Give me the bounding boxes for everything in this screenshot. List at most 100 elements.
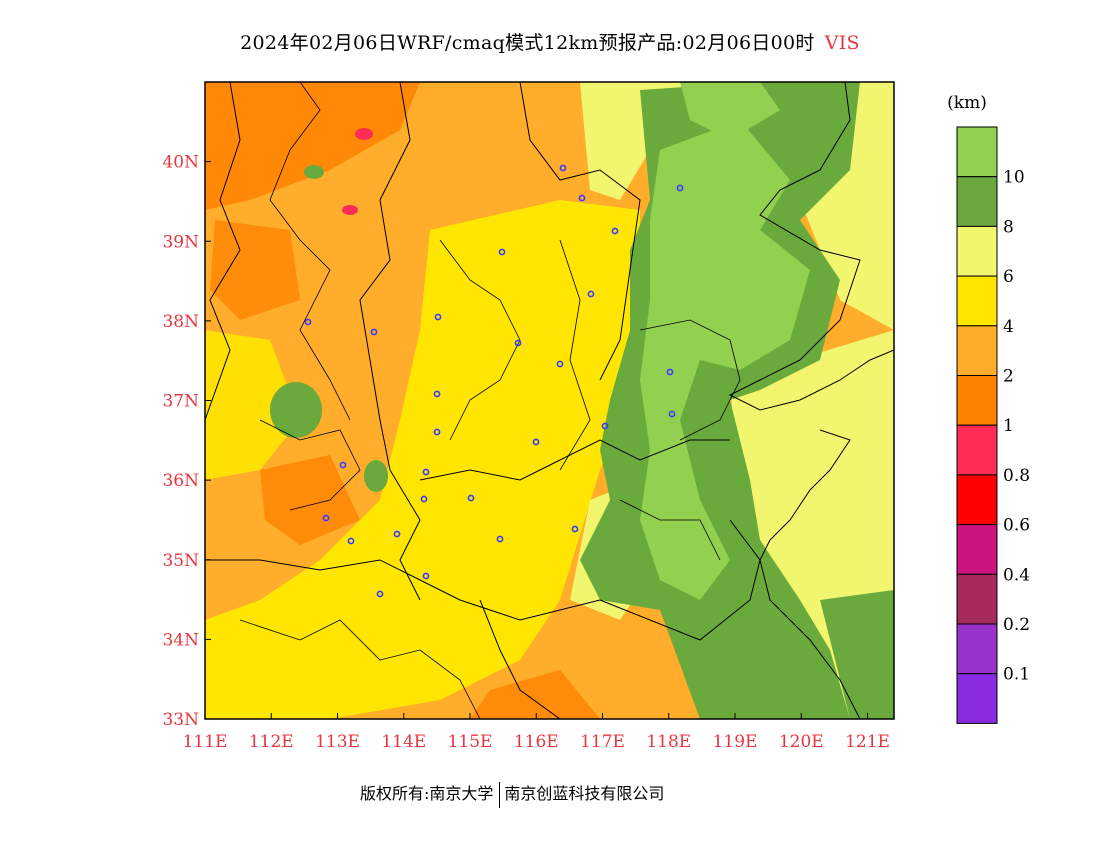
copyright-footer: 版权所有:南京大学 南京创蓝科技有限公司	[360, 780, 664, 808]
city-marker	[587, 290, 595, 298]
field-spot-8-10km	[270, 382, 322, 438]
colorbar-swatch	[956, 225, 998, 277]
chart-title: 2024年02月06日WRF/cmaq模式12km预报产品:02月06日00时 V…	[0, 28, 1100, 55]
colorbar: (km) 10 8 6 4 2 1 0.8 0.6 0.4 0.2 0.1	[947, 93, 1030, 724]
title-variable: VIS	[824, 32, 860, 54]
city-marker	[676, 184, 684, 192]
x-tick-label: 114E	[381, 732, 426, 752]
city-marker	[347, 537, 355, 545]
x-tick-label: 111E	[183, 732, 228, 752]
x-tick-label: 112E	[249, 732, 294, 752]
county-boundary	[239, 619, 481, 719]
city-marker	[393, 530, 401, 538]
province-boundary	[359, 82, 421, 601]
city-marker	[498, 248, 506, 256]
county-boundary	[269, 82, 351, 421]
city-marker	[433, 390, 441, 398]
field-spot-8-10km	[304, 165, 324, 179]
county-boundary	[259, 419, 361, 511]
colorbar-label: 4	[1003, 317, 1014, 337]
city-markers	[304, 164, 684, 598]
province-boundary	[479, 599, 561, 719]
footer-left: 版权所有:南京大学	[360, 784, 494, 803]
y-tick-label: 38N	[162, 312, 199, 332]
city-marker	[578, 194, 586, 202]
footer-right: 南京创蓝科技有限公司	[504, 784, 665, 803]
x-tick-label: 113E	[315, 732, 360, 752]
field-patch-1-2km	[210, 220, 300, 320]
x-tick-label: 120E	[779, 732, 824, 752]
colorbar-swatch	[956, 573, 998, 625]
colorbar-label: 0.2	[1003, 615, 1030, 635]
x-tick-label: 118E	[646, 732, 691, 752]
y-tick-label: 34N	[162, 630, 199, 650]
province-boundary	[205, 82, 241, 421]
colorbar-label: 2	[1003, 367, 1014, 387]
colorbar-swatch	[956, 275, 998, 327]
county-boundary	[559, 239, 591, 471]
county-boundary	[619, 499, 721, 561]
city-marker	[422, 572, 430, 580]
province-boundary	[599, 519, 761, 641]
y-tick-label: 37N	[162, 392, 199, 412]
colorbar-swatch	[956, 375, 998, 426]
x-tick-label: 119E	[713, 732, 758, 752]
title-main: 2024年02月06日WRF/cmaq模式12km预报产品:02月06日00时	[240, 32, 815, 54]
visibility-field	[205, 82, 894, 719]
field-patch-1-2km	[470, 670, 600, 719]
x-tick-label: 121E	[845, 732, 890, 752]
x-axis: 111E 112E 113E 114E 115E 116E 117E 118E 119E 120E…	[183, 713, 890, 752]
city-marker	[571, 525, 579, 533]
colorbar-swatch	[956, 524, 998, 575]
colorbar-label: 8	[1003, 217, 1014, 237]
city-marker	[304, 318, 312, 326]
colorbar-swatch	[956, 176, 998, 227]
city-marker	[434, 313, 442, 321]
coastline	[728, 82, 894, 411]
province-boundary	[519, 82, 641, 381]
colorbar-label: 0.1	[1003, 665, 1030, 685]
colorbar-swatch	[956, 474, 998, 526]
y-tick-label: 36N	[162, 471, 199, 491]
x-tick-label: 116E	[514, 732, 559, 752]
field-region-over-10km	[640, 120, 810, 600]
city-marker	[601, 422, 609, 430]
y-axis: 33N 34N 35N 36N 37N 38N 39N 40N	[162, 153, 211, 730]
city-marker	[559, 164, 567, 172]
city-marker	[532, 438, 540, 446]
city-marker	[496, 535, 504, 543]
coastline	[759, 429, 861, 719]
field-patch-1-2km	[260, 455, 360, 545]
city-marker	[433, 428, 441, 436]
y-tick-label: 39N	[162, 232, 199, 252]
y-tick-label: 35N	[162, 551, 199, 571]
city-marker	[322, 514, 330, 522]
field-spot-0.8-1km	[355, 128, 373, 140]
colorbar-label: 0.6	[1003, 516, 1030, 536]
colorbar-label: 10	[1003, 168, 1025, 188]
city-marker	[420, 495, 428, 503]
city-marker	[376, 590, 384, 598]
city-marker	[611, 227, 619, 235]
colorbar-label: 6	[1003, 267, 1014, 287]
colorbar-swatch	[956, 126, 998, 178]
field-region-over-10km	[680, 82, 780, 140]
city-marker	[514, 339, 522, 347]
colorbar-label: 1	[1003, 416, 1014, 436]
province-boundary	[419, 439, 730, 481]
county-boundary	[439, 239, 521, 441]
field-region-4-6km	[205, 200, 640, 719]
city-marker	[666, 368, 674, 376]
field-spot-0.8-1km	[342, 205, 358, 215]
colorbar-swatch	[956, 623, 998, 675]
province-boundary	[205, 559, 601, 621]
field-spot-8-10km	[364, 460, 388, 492]
colorbar-swatch	[956, 673, 998, 724]
field-region-8-10km	[820, 590, 894, 719]
colorbar-swatch	[956, 424, 998, 476]
county-boundary	[639, 319, 741, 441]
city-marker	[668, 410, 676, 418]
city-marker	[422, 468, 430, 476]
city-marker	[370, 328, 378, 336]
